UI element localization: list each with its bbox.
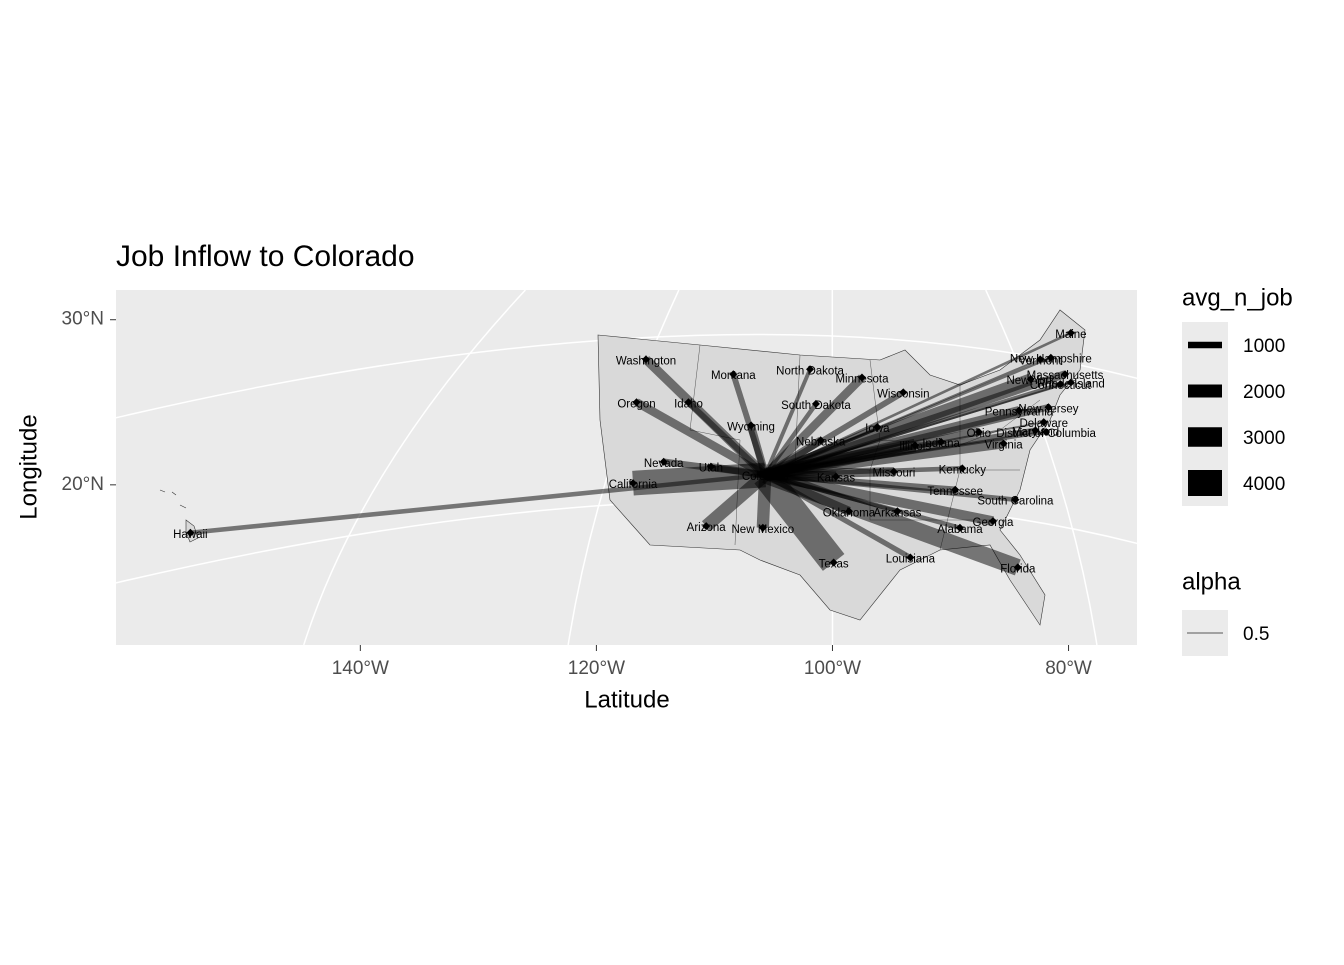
state-label: Tennessee — [927, 486, 983, 498]
state-label: Virginia — [985, 440, 1024, 452]
y-axis-title: Longitude — [15, 414, 42, 519]
state-label: North Dakota — [776, 365, 844, 377]
state-label: South Dakota — [781, 400, 851, 412]
state-label: District of Columbia — [996, 428, 1096, 440]
state-label: Rhode Island — [1037, 378, 1105, 390]
state-label: South Carolina — [977, 496, 1054, 508]
state-label: Utah — [699, 463, 723, 475]
y-tick-label: 30°N — [62, 309, 104, 330]
x-axis-title: Latitude — [584, 686, 669, 713]
x-tick-label: 120°W — [568, 658, 625, 679]
state-label: Wyoming — [727, 421, 775, 433]
y-tick-label: 20°N — [62, 474, 104, 495]
legend-key — [1188, 342, 1222, 349]
origin-label: Colorado — [742, 471, 789, 483]
x-tick-label: 100°W — [804, 658, 861, 679]
state-label: Wisconsin — [877, 388, 929, 400]
state-label: New Jersey — [1018, 403, 1078, 415]
state-label: Indiana — [922, 438, 960, 450]
state-label: Washington — [616, 355, 676, 367]
state-label: Idaho — [674, 398, 703, 410]
state-label: Nevada — [644, 458, 684, 470]
state-label: Texas — [819, 558, 849, 570]
state-label: Iowa — [865, 423, 890, 435]
state-label: Oregon — [617, 398, 655, 410]
legend-label: 4000 — [1243, 474, 1285, 495]
state-label: Oklahoma — [823, 507, 876, 519]
state-label: Missouri — [872, 468, 915, 480]
size-legend-title: avg_n_job — [1182, 284, 1293, 311]
state-label: California — [609, 479, 658, 491]
state-label: Maine — [1055, 329, 1086, 341]
legend-key — [1188, 385, 1222, 398]
alpha-legend-title: alpha — [1182, 568, 1241, 595]
legend-key — [1188, 470, 1222, 496]
state-label: Kentucky — [939, 464, 987, 476]
state-label: Arkansas — [873, 507, 921, 519]
state-label: Vermont — [1019, 355, 1063, 367]
state-label: Hawaii — [173, 529, 208, 541]
x-tick-label: 80°W — [1045, 658, 1092, 679]
legend-label: 1000 — [1243, 336, 1285, 357]
x-tick-label: 140°W — [332, 658, 389, 679]
state-label: Georgia — [973, 517, 1015, 529]
legend-label: 3000 — [1243, 428, 1285, 449]
state-label: Ohio — [967, 428, 991, 440]
state-label: Kansas — [817, 473, 856, 485]
legend-key — [1188, 427, 1222, 447]
legend-label: 0.5 — [1243, 624, 1269, 645]
chart-title: Job Inflow to Colorado — [116, 240, 415, 273]
state-label: Nebraska — [796, 436, 846, 448]
state-label: Montana — [711, 370, 756, 382]
legend-label: 2000 — [1243, 382, 1285, 403]
state-label: Minnesota — [835, 374, 889, 386]
state-label: New Mexico — [732, 524, 795, 536]
state-label: Louisiana — [886, 554, 936, 566]
state-label: Arizona — [687, 522, 727, 534]
state-label: Florida — [1000, 563, 1036, 575]
